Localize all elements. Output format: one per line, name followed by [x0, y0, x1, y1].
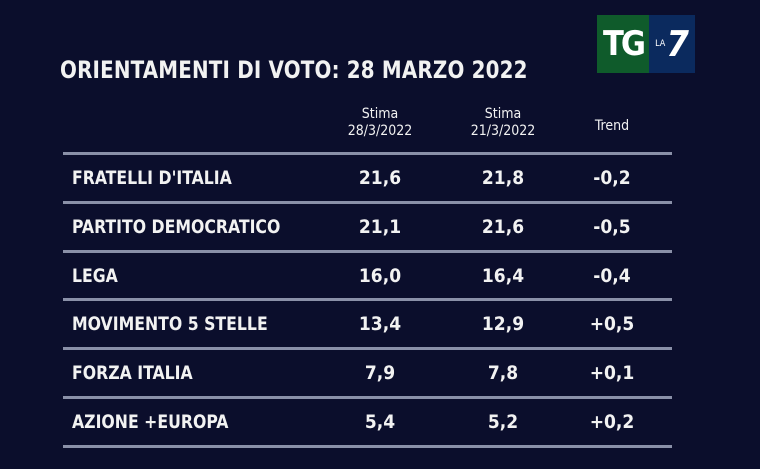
table-row: PARTITO DEMOCRATICO 21,1 21,6 -0,5	[63, 204, 672, 250]
current-estimate: 7,9	[364, 362, 396, 385]
column-header-line1: Stima	[484, 106, 522, 122]
column-header-line2: 28/3/2022	[347, 123, 413, 139]
current-estimate: 5,4	[364, 411, 396, 433]
trend-value: +0,5	[589, 313, 635, 336]
party-name: PARTITO DEMOCRATICO	[72, 215, 281, 238]
column-header: Trend	[595, 118, 629, 135]
row-divider	[63, 444, 672, 448]
current-estimate: 21,6	[358, 167, 402, 189]
column-header: Stima 28/3/2022	[348, 106, 413, 140]
table-row: FRATELLI D'ITALIA 21,6 21,8 -0,2	[63, 155, 672, 201]
logo-tg: TG	[597, 15, 649, 73]
trend-value: +0,2	[589, 411, 635, 433]
logo-la7: LA 7	[649, 15, 695, 73]
column-header-line1: Stima	[361, 106, 399, 122]
row-divider	[63, 396, 672, 399]
logo-la: LA	[655, 39, 666, 49]
row-divider	[63, 298, 672, 302]
row-divider	[63, 249, 672, 253]
trend-value: -0,2	[593, 167, 631, 189]
current-estimate: 16,0	[358, 264, 402, 287]
party-name: AZIONE +EUROPA	[72, 411, 229, 433]
current-estimate: 13,4	[358, 313, 402, 336]
trend-value: +0,1	[589, 362, 635, 385]
trend-value: -0,4	[593, 264, 631, 287]
previous-estimate: 7,8	[487, 362, 519, 385]
row-divider	[63, 152, 672, 155]
party-name: LEGA	[72, 264, 118, 287]
row-divider	[63, 200, 672, 204]
logo-seven: 7	[666, 23, 689, 65]
table-row: FORZA ITALIA 7,9 7,8 +0,1	[63, 350, 672, 396]
current-estimate: 21,1	[358, 215, 402, 238]
table-row: AZIONE +EUROPA 5,4 5,2 +0,2	[63, 399, 672, 445]
row-divider	[63, 347, 672, 351]
previous-estimate: 21,8	[481, 167, 525, 189]
party-name: FRATELLI D'ITALIA	[72, 167, 232, 189]
trend-value: -0,5	[593, 215, 631, 238]
party-name: FORZA ITALIA	[72, 362, 193, 385]
tg-la7-logo: TG LA 7	[597, 15, 695, 73]
column-header-line1: Trend	[594, 118, 630, 134]
table-row: MOVIMENTO 5 STELLE 13,4 12,9 +0,5	[63, 301, 672, 347]
chart-title: ORIENTAMENTI DI VOTO: 28 MARZO 2022	[60, 56, 528, 84]
previous-estimate: 12,9	[481, 313, 525, 336]
column-header-line2: 21/3/2022	[470, 123, 536, 139]
previous-estimate: 21,6	[481, 215, 525, 238]
previous-estimate: 16,4	[481, 264, 525, 287]
table-row: LEGA 16,0 16,4 -0,4	[63, 253, 672, 299]
party-name: MOVIMENTO 5 STELLE	[72, 313, 268, 336]
column-header: Stima 21/3/2022	[471, 106, 536, 140]
previous-estimate: 5,2	[487, 411, 519, 433]
